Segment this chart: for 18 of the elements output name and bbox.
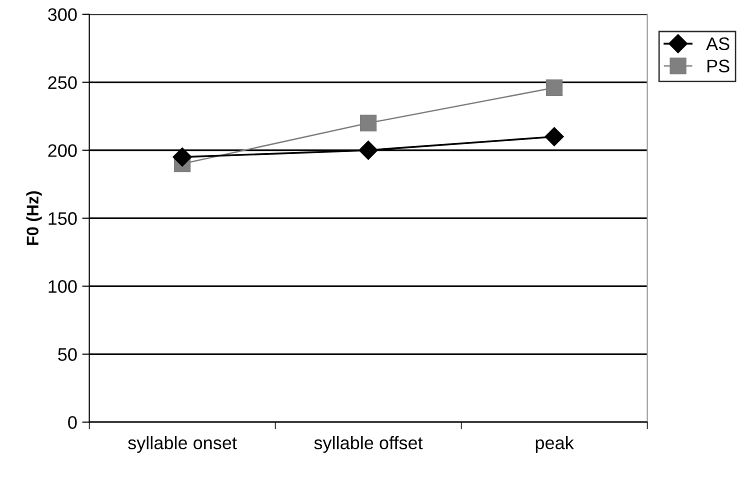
y-tick-label: 0	[68, 416, 77, 429]
legend-label: PS	[708, 60, 730, 72]
point	[172, 148, 192, 167]
point	[546, 79, 563, 96]
y-tick-label: 50	[58, 348, 77, 361]
y-tick-label: 300	[48, 8, 77, 22]
legend-label: AS	[706, 37, 730, 50]
y-tick-label: 250	[48, 76, 77, 90]
point	[360, 114, 377, 132]
y-tick-label: 100	[48, 280, 77, 293]
point	[358, 140, 378, 160]
x-tick-label: peak	[536, 436, 574, 453]
y-tick-label: 200	[48, 144, 77, 157]
x-tick-label: syllable onset	[128, 436, 237, 453]
y-tick-label: 150	[48, 212, 77, 225]
y-axis-title: F0 (Hz)	[26, 191, 42, 245]
point	[544, 127, 564, 146]
x-tick-label: syllable offset	[314, 436, 423, 453]
